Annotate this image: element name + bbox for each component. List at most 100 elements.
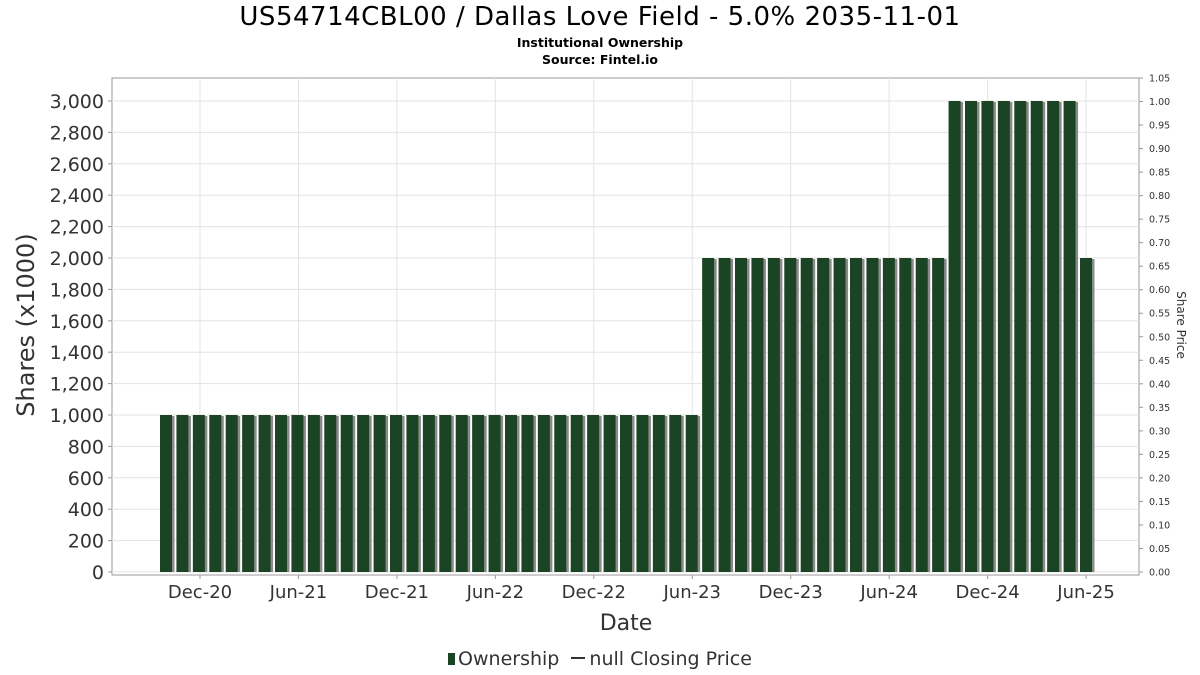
bar [1047,101,1060,572]
y2-tick-label: 0.10 [1149,520,1170,531]
bar [258,415,271,572]
y-tick-label: 1,200 [50,374,104,396]
bar [472,415,485,572]
chart-source: Source: Fintel.io [542,52,658,67]
bar [833,258,846,572]
bar [784,258,797,572]
bar [587,415,600,572]
y-tick-label: 2,800 [50,122,104,144]
bar [390,415,402,572]
bar [521,415,534,572]
bar [373,415,386,572]
y2-tick-label: 0.80 [1149,191,1170,202]
legend-label-price: null Closing Price [589,648,752,670]
bar [324,415,337,572]
bar [948,101,961,572]
y-tick-label: 400 [68,499,104,521]
y2-tick-label: 0.65 [1149,262,1170,273]
y2-tick-label: 0.90 [1149,144,1170,155]
y-tick-label: 200 [68,531,104,553]
y-tick-label: 1,000 [50,405,104,427]
bar [160,415,172,572]
bar [570,415,583,572]
bar [800,258,813,572]
y2-tick-label: 0.75 [1149,215,1170,226]
bar [242,415,255,572]
bar [455,415,468,572]
y2-tick-label: 0.50 [1149,332,1170,343]
y-tick-label: 0 [92,562,104,584]
bar [275,415,287,572]
bar [439,415,452,572]
x-tick-label: Dec-20 [168,582,232,603]
bar [1030,101,1043,572]
x-tick-label: Jun-24 [859,582,918,603]
bar [735,258,747,572]
bar [505,415,517,572]
y2-tick-label: 0.35 [1149,403,1170,414]
y2-tick-label: 1.00 [1149,97,1170,108]
bar [537,415,550,572]
y-axis-label: Shares (x1000) [12,233,40,416]
x-tick-label: Jun-23 [662,582,721,603]
x-axis: Dec-20 Jun-21 Dec-21 Jun-22 Dec-22 Jun-23 Dec-… [168,575,1115,603]
bar [751,258,764,572]
bar [291,415,304,572]
bar [603,415,616,572]
bar [192,415,205,572]
bar [340,415,353,572]
legend-item-ownership: Ownership [448,648,559,670]
bars-group [160,101,1095,572]
y2-tick-label: 0.60 [1149,285,1170,296]
bar [554,415,567,572]
x-tick-label: Jun-21 [269,582,328,603]
bar [652,415,665,572]
x-tick-label: Dec-21 [365,582,429,603]
bar [620,415,632,572]
y-tick-label: 1,800 [50,279,104,301]
chart-subtitle: Institutional Ownership [516,35,684,50]
y2-tick-label: 0.45 [1149,356,1170,367]
bar [882,258,895,572]
y-axis: 0 200 400 600 800 1,000 1,200 1,400 1,600 1,800 2,… [50,91,112,584]
legend-label-ownership: Ownership [458,648,560,670]
bar [965,101,977,572]
y-tick-label: 1,600 [50,311,104,333]
bar [307,415,320,572]
legend: Ownership null Closing Price [0,648,1200,670]
bar [488,415,501,572]
x-axis-label: Date [600,611,653,636]
y-tick-label: 600 [68,468,104,490]
y2-tick-label: 0.85 [1149,168,1170,179]
bar [209,415,222,572]
bar [357,415,370,572]
bar [406,415,419,572]
y-tick-label: 3,000 [50,91,104,113]
y2-tick-label: 0.20 [1149,473,1170,484]
y-tick-label: 2,000 [50,248,104,270]
y-tick-label: 2,600 [50,154,104,176]
y2-tick-label: 0.55 [1149,309,1170,320]
y2-tick-label: 0.40 [1149,379,1170,390]
y-tick-label: 800 [68,436,104,458]
bar [225,415,238,572]
y2-tick-label: 0.30 [1149,426,1170,437]
bar [1080,258,1092,572]
chart-title: US54714CBL00 / Dallas Love Field - 5.0% … [239,2,961,32]
bar [718,258,731,572]
bar [702,258,715,572]
x-tick-label: Dec-24 [955,582,1019,603]
bar [1063,101,1076,572]
y2-tick-label: 0.25 [1149,450,1170,461]
y2-tick-label: 0.70 [1149,238,1170,249]
y-tick-label: 1,400 [50,342,104,364]
bar [685,415,698,572]
bar [997,101,1010,572]
bar [817,258,830,572]
bar [422,415,435,572]
y2-tick-label: 0.05 [1149,544,1170,555]
legend-line-price [571,657,586,659]
bar [767,258,780,572]
bar [866,258,879,572]
